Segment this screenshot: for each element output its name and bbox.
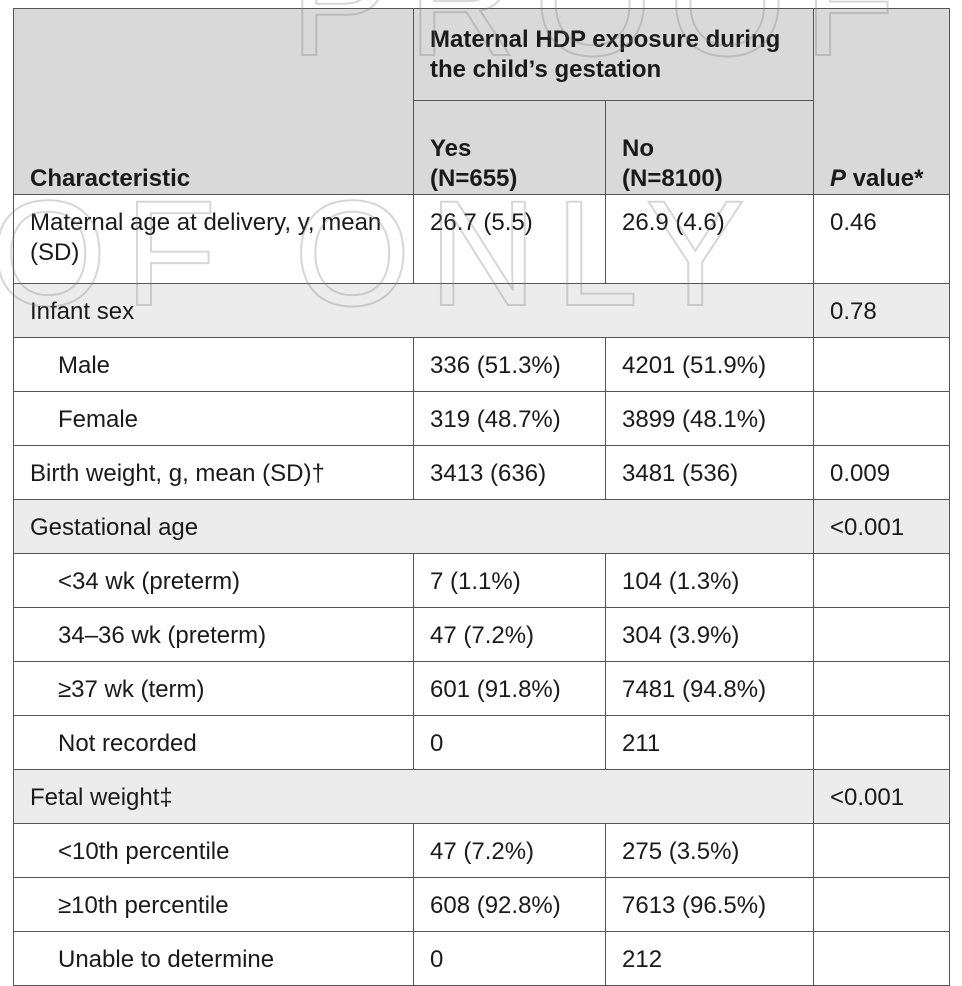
cell-yes: 7 (1.1%) bbox=[413, 553, 606, 608]
table-row: Unable to determine 0 212 bbox=[13, 931, 951, 986]
cell-p bbox=[813, 661, 951, 716]
table-row: Maternal age at delivery, y, mean (SD) 2… bbox=[13, 194, 951, 284]
cell-yes: 319 (48.7%) bbox=[413, 391, 606, 446]
header-p-value: P value* bbox=[813, 8, 951, 195]
table-row: ≥10th percentile 608 (92.8%) 7613 (96.5%… bbox=[13, 877, 951, 932]
header-hdp-exposure: Maternal HDP exposure during the child’s… bbox=[412, 8, 815, 101]
table-row: Female 319 (48.7%) 3899 (48.1%) bbox=[13, 391, 951, 446]
header-no: No (N=8100) bbox=[604, 100, 815, 195]
section-row: Gestational age <0.001 bbox=[12, 499, 951, 554]
cell-no: 104 (1.3%) bbox=[604, 553, 815, 608]
cell-p bbox=[813, 391, 951, 446]
p-rest: value* bbox=[846, 165, 924, 192]
row-label: Male bbox=[13, 337, 414, 392]
row-label: Maternal age at delivery, y, mean (SD) bbox=[13, 194, 414, 284]
cell-yes: 3413 (636) bbox=[413, 445, 606, 500]
section-row: Infant sex 0.78 bbox=[12, 283, 951, 338]
cell-no: 3481 (536) bbox=[604, 445, 815, 500]
cell-no: 304 (3.9%) bbox=[604, 607, 815, 662]
row-label: <34 wk (preterm) bbox=[13, 553, 414, 608]
table-row: Birth weight, g, mean (SD)† 3413 (636) 3… bbox=[13, 445, 951, 500]
header-yes: Yes (N=655) bbox=[413, 100, 606, 195]
cell-yes: 336 (51.3%) bbox=[413, 337, 606, 392]
table-body: Maternal age at delivery, y, mean (SD) 2… bbox=[12, 194, 951, 986]
cell-no: 4201 (51.9%) bbox=[604, 337, 815, 392]
table-row: <10th percentile 47 (7.2%) 275 (3.5%) bbox=[13, 823, 951, 878]
header-no-label: No bbox=[622, 135, 654, 162]
section-label: Infant sex bbox=[12, 283, 815, 338]
cell-yes: 47 (7.2%) bbox=[413, 607, 606, 662]
p-italic: P bbox=[830, 165, 847, 192]
cell-p bbox=[813, 931, 951, 986]
characteristics-table: Characteristic Maternal HDP exposure dur… bbox=[12, 8, 951, 986]
section-row: Fetal weight‡ <0.001 bbox=[12, 769, 951, 824]
cell-yes: 47 (7.2%) bbox=[413, 823, 606, 878]
table-row: <34 wk (preterm) 7 (1.1%) 104 (1.3%) bbox=[13, 553, 951, 608]
cell-p bbox=[813, 553, 951, 608]
cell-p: <0.001 bbox=[813, 769, 951, 824]
cell-no: 212 bbox=[604, 931, 815, 986]
header-no-n: (N=8100) bbox=[622, 165, 723, 192]
row-label: ≥37 wk (term) bbox=[13, 661, 414, 716]
cell-no: 275 (3.5%) bbox=[604, 823, 815, 878]
header-yes-label: Yes bbox=[430, 135, 472, 162]
cell-p: 0.78 bbox=[813, 283, 951, 338]
header-yes-n: (N=655) bbox=[430, 165, 518, 192]
cell-p bbox=[813, 823, 951, 878]
cell-yes: 608 (92.8%) bbox=[413, 877, 606, 932]
cell-yes: 0 bbox=[413, 931, 606, 986]
cell-no: 211 bbox=[604, 715, 815, 770]
cell-no: 7481 (94.8%) bbox=[604, 661, 815, 716]
cell-p: 0.46 bbox=[813, 194, 951, 284]
row-label: 34–36 wk (preterm) bbox=[13, 607, 414, 662]
table-row: 34–36 wk (preterm) 47 (7.2%) 304 (3.9%) bbox=[13, 607, 951, 662]
section-label: Gestational age bbox=[12, 499, 815, 554]
row-label: Birth weight, g, mean (SD)† bbox=[13, 445, 414, 500]
table-row: Male 336 (51.3%) 4201 (51.9%) bbox=[13, 337, 951, 392]
row-label: <10th percentile bbox=[13, 823, 414, 878]
table-row: Not recorded 0 211 bbox=[13, 715, 951, 770]
row-label: Not recorded bbox=[13, 715, 414, 770]
cell-p bbox=[813, 877, 951, 932]
row-label: ≥10th percentile bbox=[13, 877, 414, 932]
header-characteristic: Characteristic bbox=[13, 8, 414, 195]
row-label: Unable to determine bbox=[13, 931, 414, 986]
cell-no: 3899 (48.1%) bbox=[604, 391, 815, 446]
section-label: Fetal weight‡ bbox=[12, 769, 815, 824]
cell-p: 0.009 bbox=[813, 445, 951, 500]
cell-no: 26.9 (4.6) bbox=[604, 194, 815, 284]
cell-yes: 601 (91.8%) bbox=[413, 661, 606, 716]
cell-yes: 26.7 (5.5) bbox=[413, 194, 606, 284]
cell-no: 7613 (96.5%) bbox=[604, 877, 815, 932]
cell-p: <0.001 bbox=[813, 499, 951, 554]
row-label: Female bbox=[13, 391, 414, 446]
cell-yes: 0 bbox=[413, 715, 606, 770]
table-header: Characteristic Maternal HDP exposure dur… bbox=[13, 8, 951, 195]
cell-p bbox=[813, 607, 951, 662]
table-row: ≥37 wk (term) 601 (91.8%) 7481 (94.8%) bbox=[13, 661, 951, 716]
cell-p bbox=[813, 715, 951, 770]
cell-p bbox=[813, 337, 951, 392]
